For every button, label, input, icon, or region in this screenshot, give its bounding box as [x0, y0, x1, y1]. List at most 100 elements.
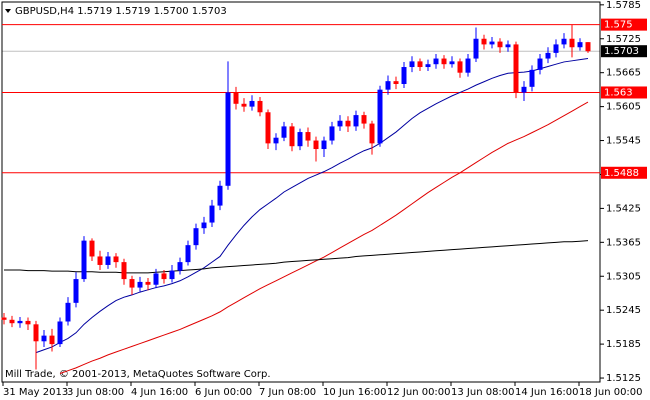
candle-body [137, 281, 143, 288]
candle-body [577, 42, 583, 48]
x-tick-label: 6 Jun 00:00 [195, 387, 252, 398]
candle-body [105, 256, 111, 265]
candle-body [281, 126, 287, 138]
y-tick-label: 1.5725 [606, 34, 641, 45]
candle-body [361, 115, 367, 124]
price-label: 1.5703 [604, 46, 639, 57]
candle-body [161, 273, 167, 280]
candle-body [257, 100, 263, 113]
candle-body [377, 89, 383, 144]
candle-body [289, 126, 295, 147]
y-tick-label: 1.5785 [606, 0, 641, 11]
candle-body [369, 123, 375, 144]
candle-body [193, 228, 199, 246]
candle-body [321, 140, 327, 150]
candle-body [1, 317, 7, 320]
x-tick-label: 4 Jun 16:00 [131, 387, 188, 398]
candle-body [353, 115, 359, 127]
ma-line [59, 101, 589, 374]
candle-body [201, 222, 207, 229]
candle-body [441, 58, 447, 65]
candle-body [145, 281, 151, 285]
candle-body [425, 64, 431, 68]
candle-body [521, 86, 527, 93]
y-tick-label: 1.5605 [606, 102, 641, 113]
x-tick-label: 31 May 2013 [3, 387, 68, 398]
candle-body [209, 205, 215, 223]
level-label-box [601, 86, 647, 99]
y-tick-label: 1.5665 [606, 68, 641, 79]
candle-body [457, 61, 463, 73]
y-tick-label: 1.5365 [606, 237, 641, 248]
x-tick-label: 10 Jun 16:00 [323, 387, 387, 398]
level-label: 1.5488 [604, 168, 639, 179]
candle-body [41, 335, 47, 342]
candle-body [265, 112, 271, 144]
candle-body [89, 240, 95, 257]
candle-body [217, 185, 223, 206]
x-tick-label: 18 Jun 00:00 [579, 387, 643, 398]
candle-body [409, 61, 415, 68]
candle-body [25, 320, 31, 325]
y-tick-label: 1.5305 [606, 271, 641, 282]
candle-body [313, 140, 319, 150]
y-tick-label: 1.5245 [606, 305, 641, 316]
y-tick-label: 1.5545 [606, 136, 641, 147]
candle-body [177, 262, 183, 271]
price-label-box [601, 45, 647, 58]
candle-body [65, 302, 71, 322]
x-tick-label: 14 Jun 16:00 [515, 387, 579, 398]
candle-body [33, 324, 39, 342]
candle-body [273, 137, 279, 144]
candle-body [537, 58, 543, 70]
candle-body [481, 38, 487, 45]
candle-body [225, 92, 231, 186]
candle-body [553, 44, 559, 53]
level-label-box [601, 18, 647, 31]
candle-body [249, 100, 255, 107]
candle-body [129, 279, 135, 288]
candle-body [185, 245, 191, 263]
candle-body [505, 44, 511, 48]
x-tick-label: 13 Jun 08:00 [451, 387, 515, 398]
candle-body [473, 38, 479, 59]
candle-body [49, 335, 55, 345]
candle-body [113, 256, 119, 263]
candle-body [345, 120, 351, 127]
candle-body [561, 38, 567, 45]
candle-body [297, 132, 303, 147]
candle-body [153, 273, 159, 285]
candle-body [81, 240, 87, 280]
candle-body [449, 61, 455, 65]
candle-body [489, 41, 495, 45]
candle-body [57, 321, 63, 345]
candle-body [433, 58, 439, 65]
candle-body [385, 81, 391, 90]
candle-body [401, 67, 407, 84]
candle-body [97, 256, 103, 265]
candle-body [305, 132, 311, 141]
candle-body [393, 81, 399, 84]
chart-title: GBPUSD,H4 1.5719 1.5719 1.5700 1.5703 [15, 6, 227, 17]
candle-body [17, 320, 23, 324]
candle-body [169, 270, 175, 280]
y-tick-label: 1.5125 [606, 373, 641, 384]
x-tick-label: 3 Jun 08:00 [67, 387, 124, 398]
level-label: 1.575 [604, 20, 633, 31]
ma-line [35, 58, 589, 354]
candle-body [337, 120, 343, 127]
plot-frame [1, 1, 601, 383]
level-label: 1.563 [604, 87, 633, 98]
y-tick-label: 1.5425 [606, 203, 641, 214]
candle-body [233, 92, 239, 104]
candle-body [121, 262, 127, 280]
candle-body [545, 52, 551, 59]
candle-body [9, 319, 15, 324]
candle-body [513, 44, 519, 93]
x-tick-label: 12 Jun 00:00 [387, 387, 451, 398]
level-label-box [601, 166, 647, 179]
candle-body [529, 69, 535, 87]
